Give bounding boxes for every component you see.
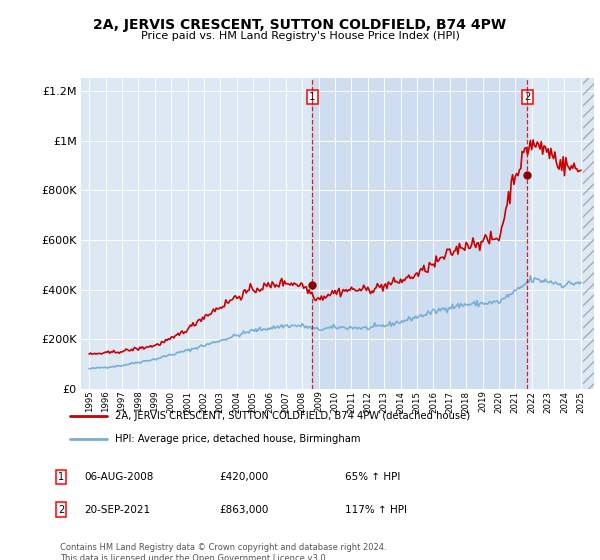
Text: 2A, JERVIS CRESCENT, SUTTON COLDFIELD, B74 4PW: 2A, JERVIS CRESCENT, SUTTON COLDFIELD, B… [94, 18, 506, 32]
Text: HPI: Average price, detached house, Birmingham: HPI: Average price, detached house, Birm… [115, 433, 361, 444]
Text: 2: 2 [524, 92, 530, 102]
Text: 1: 1 [309, 92, 315, 102]
Text: 2A, JERVIS CRESCENT, SUTTON COLDFIELD, B74 4PW (detached house): 2A, JERVIS CRESCENT, SUTTON COLDFIELD, B… [115, 412, 470, 422]
Bar [583, 78, 594, 389]
Text: £420,000: £420,000 [219, 472, 268, 482]
Text: £863,000: £863,000 [219, 505, 268, 515]
Text: 117% ↑ HPI: 117% ↑ HPI [345, 505, 407, 515]
Text: Contains HM Land Registry data © Crown copyright and database right 2024.
This d: Contains HM Land Registry data © Crown c… [60, 543, 386, 560]
Text: 1: 1 [58, 472, 64, 482]
Text: 06-AUG-2008: 06-AUG-2008 [84, 472, 154, 482]
Text: 65% ↑ HPI: 65% ↑ HPI [345, 472, 400, 482]
Text: 2: 2 [58, 505, 64, 515]
Bar [312, 78, 527, 389]
Text: Price paid vs. HM Land Registry's House Price Index (HPI): Price paid vs. HM Land Registry's House … [140, 31, 460, 41]
Text: 20-SEP-2021: 20-SEP-2021 [84, 505, 150, 515]
